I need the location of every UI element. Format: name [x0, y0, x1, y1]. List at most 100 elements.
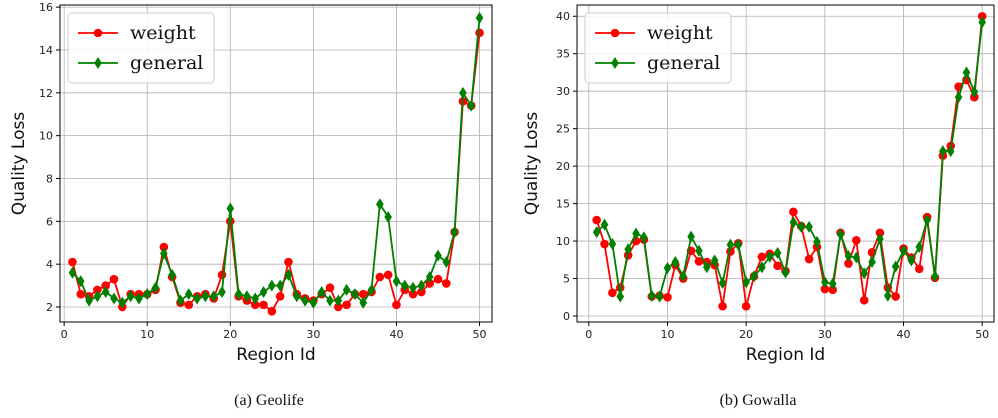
data-point-weight: [820, 284, 830, 294]
y-tick-label: 10: [39, 130, 53, 143]
data-point-general: [425, 271, 434, 284]
y-tick-label: 16: [39, 1, 53, 14]
y-tick-label: 5: [563, 273, 570, 286]
data-point-general: [773, 247, 782, 260]
data-point-weight: [663, 292, 672, 302]
data-point-weight: [852, 236, 861, 245]
data-point-general: [160, 247, 168, 260]
data-point-weight: [789, 207, 798, 217]
data-point-general: [962, 66, 971, 79]
data-point-general: [93, 290, 102, 303]
data-point-general: [450, 226, 459, 239]
x-tick-label: 10: [660, 328, 674, 341]
x-tick-label: 50: [473, 328, 487, 341]
data-point-general: [687, 230, 695, 243]
legend-label-weight: weight: [130, 22, 196, 44]
y-tick-label: 30: [556, 85, 570, 98]
caption-geolife: (a) Geolife: [234, 392, 304, 409]
legend-marker-general: [94, 57, 102, 69]
y-tick-label: 2: [46, 301, 53, 314]
data-point-general: [978, 16, 986, 29]
data-point-general: [946, 145, 955, 158]
data-point-general: [251, 292, 260, 305]
data-point-weight: [250, 300, 260, 310]
data-point-general: [475, 11, 484, 24]
y-tick-label: 15: [556, 198, 570, 211]
data-point-weight: [284, 257, 293, 267]
data-point-weight: [334, 302, 343, 312]
data-point-general: [899, 244, 908, 257]
data-point-general: [434, 249, 442, 262]
data-point-general: [467, 99, 476, 112]
data-point-weight: [773, 261, 782, 271]
data-point-general: [317, 286, 326, 299]
chart-0: 0 10 20 30 40 50 2 4 6 8 10 12 14 16 Region Id Quality …: [9, 1, 493, 365]
legend-label-general: general: [647, 52, 720, 74]
data-point-general: [821, 276, 829, 289]
data-point-general: [259, 286, 268, 299]
data-point-weight: [275, 291, 285, 301]
y-tick-label: 8: [46, 172, 53, 185]
x-tick-label: 20: [223, 328, 237, 341]
x-axis-title: Region Id: [236, 345, 315, 365]
data-point-weight: [184, 300, 194, 310]
data-point-weight: [93, 285, 102, 295]
y-tick-label: 10: [556, 235, 570, 248]
data-point-weight: [68, 257, 77, 267]
data-point-general: [907, 254, 916, 267]
data-point-general: [852, 251, 861, 264]
data-point-general: [860, 267, 868, 280]
data-point-general: [276, 279, 284, 292]
caption-gowalla: (b) Gowalla: [719, 392, 797, 409]
data-point-weight: [442, 279, 451, 288]
data-point-weight: [342, 300, 351, 310]
data-point-general: [915, 241, 924, 254]
data-point-weight: [757, 252, 767, 262]
data-point-weight: [891, 292, 900, 301]
x-tick-label: 50: [975, 328, 989, 341]
data-point-general: [118, 296, 127, 309]
data-point-general: [151, 281, 160, 294]
data-point-weight: [101, 281, 110, 290]
data-point-weight: [109, 274, 119, 284]
y-tick-label: 4: [46, 258, 53, 271]
data-point-weight: [433, 274, 443, 284]
data-point-weight: [592, 215, 601, 225]
data-point-general: [85, 294, 93, 307]
x-tick-label: 0: [61, 328, 68, 341]
y-axis-title: Quality Loss: [522, 112, 542, 216]
data-point-general: [243, 290, 251, 303]
data-point-general: [616, 290, 625, 303]
data-point-general: [750, 270, 758, 283]
data-point-general: [789, 216, 798, 229]
legend-label-weight: weight: [647, 22, 713, 44]
data-point-general: [126, 290, 135, 303]
data-point-general: [284, 268, 293, 281]
data-point-general: [417, 279, 426, 292]
data-point-weight: [844, 259, 853, 268]
data-point-weight: [694, 256, 704, 266]
legend-marker-weight: [93, 28, 103, 38]
legend-marker-general: [611, 57, 619, 69]
data-point-weight: [475, 28, 484, 38]
data-point-general: [632, 227, 640, 240]
data-point-weight: [425, 279, 434, 288]
y-tick-label: 20: [556, 160, 570, 173]
data-point-general: [326, 294, 334, 307]
data-point-general: [758, 261, 766, 274]
data-point-weight: [76, 289, 86, 299]
data-point-general: [342, 283, 351, 296]
data-point-general: [226, 202, 235, 215]
x-tick-label: 0: [585, 328, 592, 341]
data-point-general: [68, 266, 77, 279]
data-point-general: [292, 290, 301, 303]
data-point-general: [655, 290, 664, 303]
data-point-general: [135, 292, 143, 305]
data-point-general: [797, 220, 806, 233]
data-point-general: [931, 270, 939, 283]
legend-box: [67, 12, 215, 84]
data-point-general: [883, 289, 892, 302]
data-point-weight: [226, 217, 235, 226]
data-point-general: [703, 261, 711, 274]
